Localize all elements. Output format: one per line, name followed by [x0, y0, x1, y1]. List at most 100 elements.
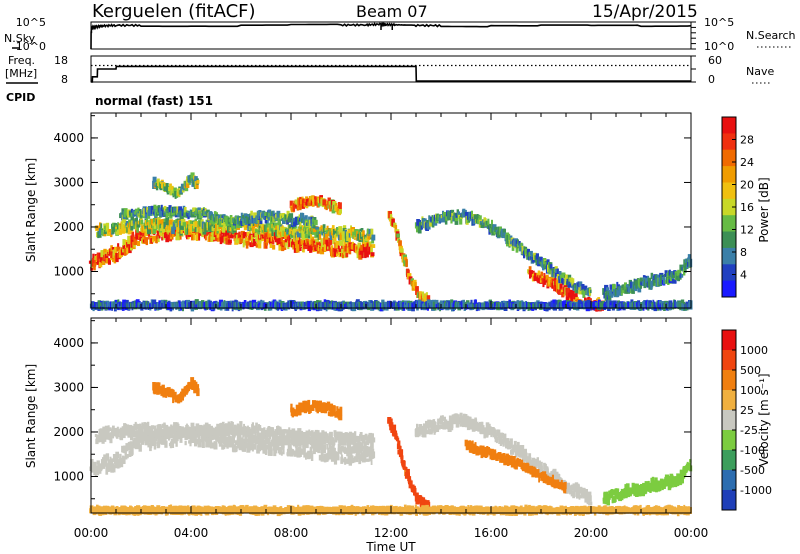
power-cell-band-6	[556, 268, 559, 274]
power-cell-band-0	[323, 243, 328, 252]
power-cell-band-0	[295, 246, 300, 253]
power-cell-band-4	[185, 179, 190, 188]
power-cell-band-0	[284, 238, 289, 243]
power-cell-band-6	[562, 273, 566, 278]
power-cell-band-1	[362, 230, 365, 237]
power-cell-band-6	[420, 225, 423, 230]
power-cell-band-0	[292, 240, 295, 250]
power-cell-band-1	[271, 223, 274, 228]
velocity-cell-band-0	[256, 436, 259, 445]
velocity-cell-band-0	[228, 441, 232, 448]
power-cell-band-0	[246, 241, 250, 246]
power-cell-band-0	[186, 234, 189, 240]
power-cell-band-2	[292, 218, 296, 227]
velocity-cell-band-0	[209, 442, 214, 449]
power-cell-band-8	[602, 288, 606, 295]
velocity-cell-band-0	[108, 464, 112, 472]
nsky-axis-label: N.Sky	[4, 32, 36, 45]
power-cell-band-2	[299, 220, 302, 227]
power-colorbar-tick-label: 4	[740, 269, 747, 282]
velocity-cell-band-0	[134, 440, 139, 450]
power-cell-band-1	[267, 225, 270, 231]
power-cell-band-6	[503, 232, 507, 236]
power-cell-band-0	[328, 237, 333, 245]
nsearch-tick-bottom: 10^0	[704, 40, 734, 53]
power-cell-band-6	[549, 264, 553, 270]
power-cell-band-0	[364, 239, 369, 248]
velocity-cell-band-5	[417, 431, 421, 437]
velocity-cell-band-1	[255, 422, 258, 431]
power-cell-band-0	[320, 238, 323, 244]
power-cell-band-8	[626, 284, 630, 288]
power-cell-band-0	[244, 233, 248, 239]
power-cell-band-1	[297, 233, 301, 238]
power-cell-band-0	[307, 242, 312, 251]
velocity-cell-band-4	[398, 449, 404, 458]
velocity-cell-band-0	[329, 448, 334, 456]
power-cell-band-7	[584, 297, 587, 303]
power-cell-band-8	[609, 284, 614, 290]
velocity-cell-band-0	[151, 442, 156, 447]
power-cell-band-0	[319, 241, 322, 247]
velocity-cell-band-2	[329, 403, 334, 411]
nave-tick-top: 60	[708, 54, 722, 67]
velocity-cell-band-5	[502, 441, 505, 447]
power-cell-band-2	[246, 215, 250, 224]
power-cell-band-1	[359, 228, 362, 232]
velocity-cell-band-0	[267, 448, 272, 456]
freq-strip: 18 8 60 0 Freq. [MHz] Nave CPID normal (…	[5, 54, 774, 108]
velocity-cell-band-0	[236, 434, 240, 442]
power-cell-band-3	[289, 200, 293, 209]
power-cell-band-1	[321, 229, 324, 236]
power-cell-band-0	[204, 234, 207, 241]
velocity-cell-band-1	[128, 424, 133, 430]
power-cell-band-7	[553, 285, 557, 292]
velocity-cell-band-1	[215, 430, 218, 438]
power-cell-band-1	[313, 228, 317, 234]
freq-axis-label: Freq.	[8, 54, 35, 67]
power-cell-band-2	[160, 204, 163, 214]
velocity-cell-band-1	[253, 425, 256, 432]
velocity-cell-band-0	[201, 440, 205, 448]
power-cell-band-0	[163, 232, 168, 238]
power-cell-band-0	[126, 242, 130, 248]
power-cell-band-1	[301, 230, 305, 234]
velocity-cell-band-0	[145, 440, 148, 445]
power-cell-band-6	[491, 219, 493, 228]
velocity-cell-band-2	[328, 411, 331, 417]
velocity-cell-band-0	[224, 436, 229, 446]
power-cell-band-6	[527, 248, 530, 256]
velocity-cell-band-1	[159, 425, 163, 433]
power-cell-band-4	[190, 172, 195, 181]
velocity-cell-band-2	[312, 405, 315, 411]
power-cell-band-2	[240, 221, 244, 227]
power-cell-band-5	[400, 248, 404, 253]
velocity-cell-band-5	[570, 485, 575, 491]
velocity-cell-band-5	[537, 461, 541, 467]
power-cell-band-8	[678, 271, 681, 280]
power-cell-band-8	[668, 269, 671, 277]
velocity-cell-band-0	[371, 451, 376, 459]
velocity-cell-band-3	[156, 386, 160, 395]
velocity-cell-band-0	[294, 453, 297, 457]
power-cell-band-0	[91, 257, 96, 267]
power-cell-band-0	[313, 244, 318, 251]
velocity-cell-band-1	[322, 431, 325, 435]
velocity-cell-band-5	[536, 457, 539, 466]
power-cell-band-0	[281, 243, 285, 252]
velocity-cell-band-0	[114, 456, 118, 465]
velocity-cell-band-2	[326, 401, 331, 411]
power-cell-band-6	[468, 211, 471, 218]
power-heatmap	[88, 172, 693, 312]
power-cell-band-0	[254, 232, 258, 237]
power-cell-band-0	[278, 244, 283, 251]
power-cell-band-4	[187, 175, 191, 180]
velocity-cell-band-0	[299, 452, 302, 457]
velocity-cell-band-0	[309, 446, 313, 454]
power-cell-band-1	[299, 225, 304, 230]
velocity-cell-band-1	[251, 422, 254, 432]
power-ytick-label: 4000	[53, 131, 84, 145]
power-cell-band-6	[464, 211, 469, 218]
power-cell-band-1	[346, 233, 351, 242]
